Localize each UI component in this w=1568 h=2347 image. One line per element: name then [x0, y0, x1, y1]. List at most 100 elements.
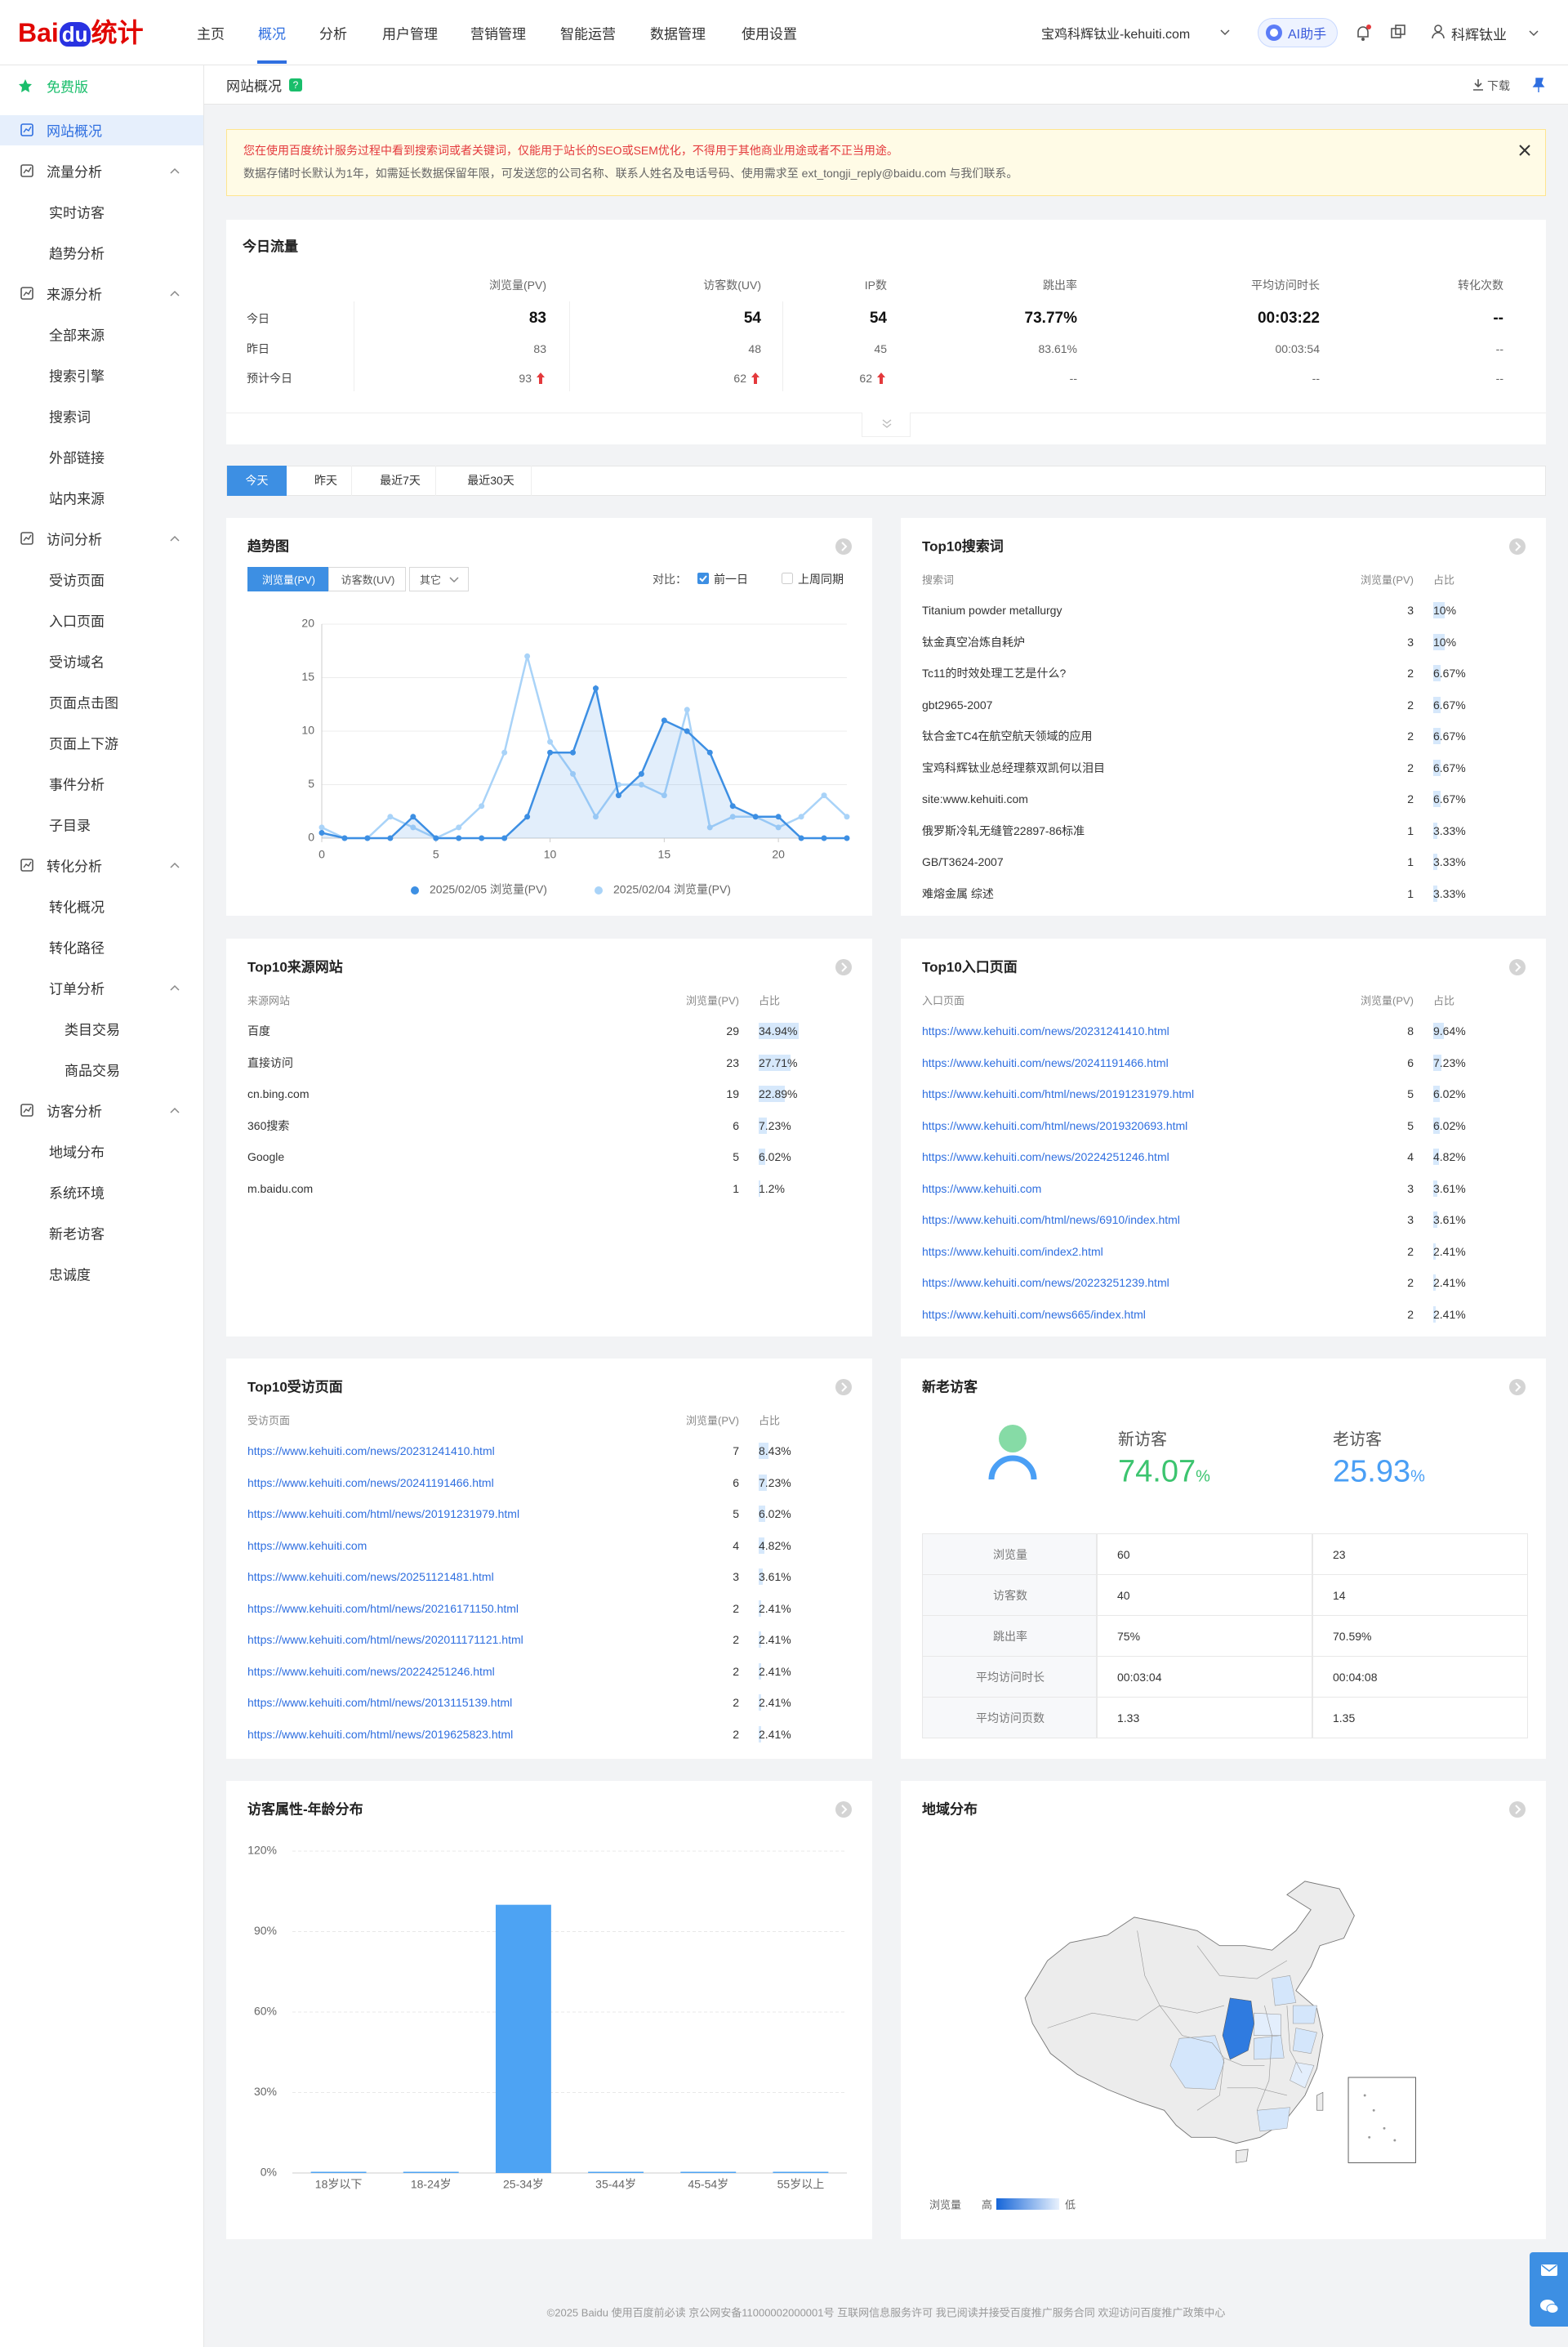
page-link[interactable]: https://www.kehuiti.com/html/news/202011…: [247, 1633, 523, 1646]
nav-item[interactable]: 分析: [319, 26, 347, 42]
menu-item[interactable]: 事件分析: [49, 777, 105, 793]
menu-item[interactable]: 转化路径: [49, 940, 105, 957]
share-value: 2.41%: [1433, 1244, 1466, 1258]
plan-badge: 免费版: [47, 79, 88, 96]
menu-item[interactable]: 受访页面: [49, 573, 105, 589]
menu-item[interactable]: 地域分布: [49, 1144, 105, 1161]
menu-item[interactable]: 转化概况: [49, 899, 105, 916]
menu-item[interactable]: 页面上下游: [49, 736, 118, 752]
compare-option[interactable]: 上周同期: [798, 573, 844, 586]
page-link[interactable]: https://www.kehuiti.com/index2.html: [922, 1244, 1103, 1258]
tab[interactable]: 昨天: [300, 466, 352, 496]
site-selector[interactable]: 宝鸡科辉钛业-kehuiti.com: [1041, 28, 1191, 42]
data-point: [456, 824, 462, 831]
share-bar: [759, 1180, 760, 1197]
menu-item[interactable]: 类目交易: [65, 1022, 120, 1038]
menu-item[interactable]: 网站概况: [47, 123, 102, 140]
menu-item[interactable]: 访问分析: [47, 532, 102, 548]
nav-item[interactable]: 用户管理: [382, 26, 438, 42]
nav-item[interactable]: 营销管理: [470, 26, 526, 42]
menu-item[interactable]: 新老访客: [49, 1226, 105, 1243]
metric-button[interactable]: 其它: [409, 567, 469, 591]
user-name[interactable]: 科辉钛业: [1451, 27, 1507, 43]
nav-item[interactable]: 概况: [258, 26, 286, 42]
page-link[interactable]: https://www.kehuiti.com/html/news/201962…: [247, 1727, 514, 1741]
menu-item[interactable]: 转化分析: [47, 859, 102, 875]
share-number: 74.07: [1118, 1454, 1196, 1489]
menu-item[interactable]: 全部来源: [49, 328, 105, 344]
menu-item[interactable]: 页面点击图: [49, 695, 118, 712]
menu-item[interactable]: 站内来源: [49, 491, 105, 507]
card-title: 新老访客: [922, 1379, 978, 1395]
data-point: [775, 824, 782, 831]
pv-value: 4: [733, 1538, 739, 1552]
menu-item[interactable]: 访客分析: [47, 1104, 102, 1120]
share-bar: [759, 1568, 764, 1585]
expand-button[interactable]: [862, 413, 911, 437]
menu-item[interactable]: 系统环境: [49, 1185, 105, 1202]
page-link[interactable]: https://www.kehuiti.com: [247, 1538, 368, 1552]
icon-part: [1047, 1930, 1303, 2111]
y-tick-label: 90%: [254, 1924, 277, 1937]
icon-part: [1546, 2304, 1559, 2314]
icon-part: [1159, 2005, 1183, 2036]
menu-item[interactable]: 商品交易: [65, 1063, 120, 1079]
more-icon: [835, 1379, 852, 1395]
menu-item[interactable]: 忠诚度: [49, 1267, 91, 1283]
share-number: 25.93: [1333, 1454, 1411, 1489]
nav-item[interactable]: 主页: [197, 26, 225, 42]
download-button[interactable]: 下载: [1487, 79, 1510, 92]
page-link[interactable]: https://www.kehuiti.com/news665/index.ht…: [922, 1307, 1146, 1321]
nav-item[interactable]: 智能运营: [560, 26, 616, 42]
page-link[interactable]: https://www.kehuiti.com/news/20224251246…: [922, 1150, 1169, 1163]
page-link[interactable]: https://www.kehuiti.com/news/20241191466…: [922, 1055, 1169, 1069]
pv-value: 3: [1407, 1181, 1414, 1195]
page-link[interactable]: https://www.kehuiti.com/html/news/6910/i…: [922, 1213, 1180, 1226]
legend-marker: [595, 886, 603, 895]
tab[interactable]: 今天: [227, 466, 287, 496]
menu-item[interactable]: 订单分析: [49, 981, 105, 997]
page-link[interactable]: https://www.kehuiti.com/news/20231241410…: [247, 1444, 495, 1457]
cell: 1.33: [1117, 1711, 1140, 1725]
menu-item[interactable]: 来源分析: [47, 287, 102, 303]
menu-item[interactable]: 入口页面: [49, 614, 105, 630]
nav-item[interactable]: 使用设置: [742, 26, 797, 42]
page-link[interactable]: https://www.kehuiti.com/html/news/202161…: [247, 1601, 519, 1615]
page-link[interactable]: https://www.kehuiti.com: [922, 1181, 1042, 1195]
compare-option[interactable]: 前一日: [714, 573, 748, 586]
legend-high: 高: [982, 2198, 993, 2211]
menu-item[interactable]: 搜索词: [49, 409, 91, 426]
page-link[interactable]: https://www.kehuiti.com/news/20251121481…: [247, 1570, 494, 1583]
data-point: [456, 835, 462, 841]
menu-item[interactable]: 外部链接: [49, 450, 105, 466]
page-link[interactable]: https://www.kehuiti.com/news/20241191466…: [247, 1475, 494, 1489]
x-tick-label: 25-34岁: [503, 2178, 544, 2191]
menu-item[interactable]: 受访域名: [49, 654, 105, 671]
pv-value: 3: [1407, 635, 1414, 649]
metric-button[interactable]: 访客数(UV): [328, 567, 406, 591]
tab[interactable]: 最近7天: [364, 466, 436, 496]
page-link[interactable]: https://www.kehuiti.com/news/20223251239…: [922, 1276, 1169, 1289]
menu-item[interactable]: 流量分析: [47, 164, 102, 181]
page-link[interactable]: https://www.kehuiti.com/html/news/201932…: [922, 1118, 1188, 1132]
cell: 跳出率: [993, 1630, 1027, 1643]
pv-value: 19: [726, 1087, 739, 1100]
menu-item[interactable]: 子目录: [49, 818, 91, 834]
metric-button[interactable]: 浏览量(PV): [247, 567, 328, 591]
menu-item[interactable]: 搜索引擎: [49, 368, 105, 385]
page-link[interactable]: https://www.kehuiti.com/html/news/201912…: [247, 1507, 520, 1520]
float-tools[interactable]: [1530, 2252, 1568, 2327]
bell-icon: [1357, 25, 1371, 41]
page-link[interactable]: https://www.kehuiti.com/news/20231241410…: [922, 1024, 1169, 1037]
cell: 62: [859, 372, 872, 385]
tab[interactable]: 最近30天: [450, 466, 532, 496]
share-value: 3.61%: [1433, 1181, 1466, 1195]
nav-item[interactable]: 数据管理: [650, 26, 706, 42]
page-link[interactable]: https://www.kehuiti.com/html/news/201311…: [247, 1696, 513, 1709]
page-link[interactable]: https://www.kehuiti.com/news/20224251246…: [247, 1664, 495, 1678]
menu-item[interactable]: 实时访客: [49, 205, 105, 221]
page-link[interactable]: https://www.kehuiti.com/html/news/201912…: [922, 1087, 1195, 1100]
menu-item[interactable]: 趋势分析: [49, 246, 105, 262]
ai-button[interactable]: AI助手: [1258, 18, 1338, 47]
